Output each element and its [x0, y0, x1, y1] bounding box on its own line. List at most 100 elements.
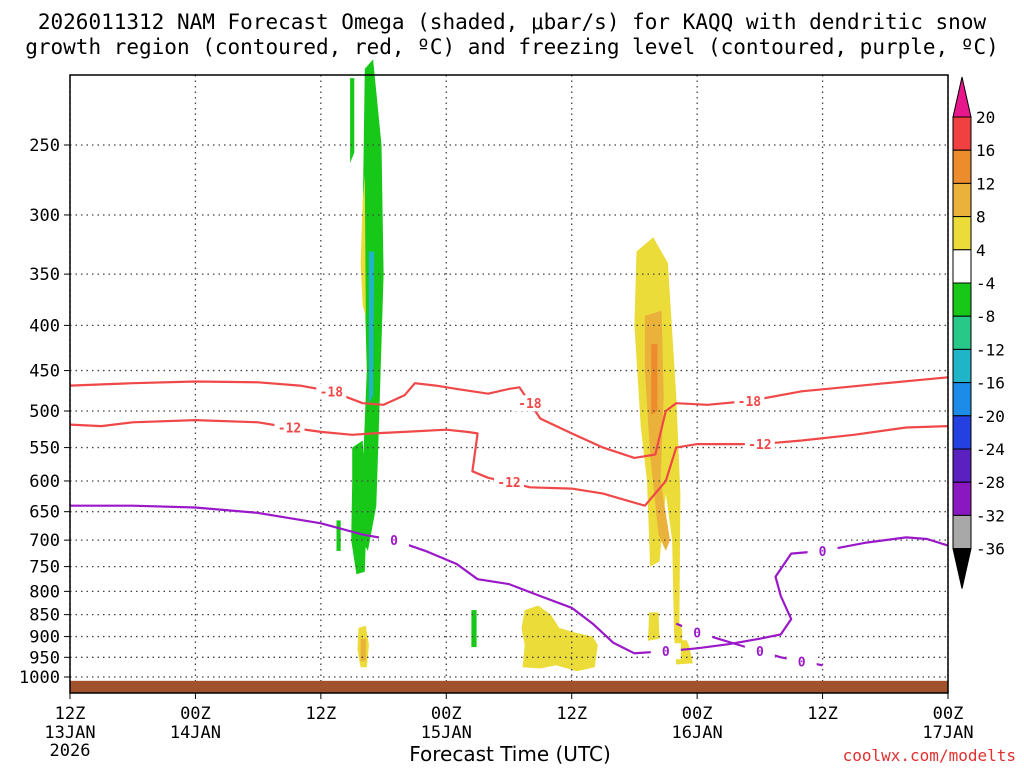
x-tick-year: 2026 [50, 741, 91, 761]
colorbar-swatch [952, 182, 972, 218]
omega-shading [336, 59, 693, 672]
chart-title: 2026011312 NAM Forecast Omega (shaded, μ… [0, 10, 1024, 60]
colorbar-swatch [952, 249, 972, 284]
contour-label-bg [682, 624, 713, 641]
colorbar-label: -16 [976, 374, 1005, 393]
x-tick-label: 00Z [933, 704, 964, 724]
x-tick-date: 13JAN [44, 723, 95, 743]
contour-label-bg [650, 643, 681, 660]
omega-region-13 [360, 638, 366, 662]
x-tick-date: 17JAN [922, 723, 973, 743]
credit-link[interactable]: coolwx.com/modelts [842, 746, 1016, 765]
omega-region-10 [648, 612, 660, 641]
contour-label-bg [734, 392, 765, 409]
contour-label-bg [744, 643, 775, 660]
contour-label: 0 [756, 645, 764, 660]
contour-label: -12 [278, 422, 301, 437]
contour-label: -12 [748, 438, 771, 453]
x-tick-date: 14JAN [170, 723, 221, 743]
x-tick-label: 12Z [305, 704, 336, 724]
y-tick-label: 600 [29, 472, 60, 492]
contour-label-bg [744, 436, 775, 453]
ground-fill [70, 680, 948, 693]
x-tick-date: 15JAN [421, 723, 472, 743]
x-axis-label: Forecast Time (UTC) [409, 742, 611, 766]
colorbar-label: 12 [976, 174, 995, 193]
contours: -18 -18 -18 -12 -12 -12 0 0 0 0 0 0 [69, 376, 949, 670]
colorbar-swatch [952, 415, 972, 450]
colorbar-label: 20 [976, 108, 995, 127]
contour-label-bg [807, 542, 838, 559]
y-tick-label: 350 [29, 265, 60, 285]
colorbar-label: -32 [976, 506, 1005, 525]
colorbar-label: -12 [976, 340, 1005, 359]
omega-region-5 [368, 251, 375, 404]
colorbar-swatch [952, 514, 972, 550]
colorbar: 20 16 12 8 4 -4 -8 -12 -16 -20 -24 -28 -32 -36 [952, 76, 1005, 589]
contour-label: -18 [518, 397, 542, 412]
x-tick-label: 00Z [431, 704, 462, 724]
colorbar-label: 8 [976, 208, 986, 227]
y-tick-label: 250 [29, 136, 60, 156]
contour-label: -18 [320, 385, 344, 400]
contour-label-bg [514, 395, 545, 412]
omega-region-6 [360, 174, 366, 316]
omega-region-4 [471, 610, 477, 648]
x-tick-label: 12Z [55, 704, 86, 724]
y-tick-label: 950 [29, 648, 60, 668]
contour-label: -12 [497, 476, 520, 491]
colorbar-label: -36 [976, 540, 1005, 559]
colorbar-label: -8 [976, 307, 995, 326]
y-tick-label: 750 [29, 558, 60, 578]
contour-label-bg [786, 653, 817, 670]
colorbar-label: -20 [976, 407, 1005, 426]
omega-region-9 [521, 605, 598, 672]
contour-label-bg [274, 419, 305, 436]
y-tick-label: 300 [29, 206, 60, 226]
colorbar-swatch [952, 448, 972, 483]
colorbar-label: 4 [976, 241, 986, 260]
y-tick-label: 550 [29, 439, 60, 459]
colorbar-swatch [952, 149, 972, 184]
colorbar-swatch [952, 348, 972, 384]
colorbar-swatch [952, 481, 972, 516]
y-tick-label: 700 [29, 531, 60, 551]
colorbar-swatch [952, 116, 972, 151]
omega-region-8 [634, 237, 693, 665]
omega-region-12 [651, 344, 658, 415]
colorbar-top-arrow [952, 76, 972, 118]
contour-label-bg [379, 532, 410, 549]
colorbar-label: -28 [976, 473, 1005, 492]
omega-region-3 [336, 520, 341, 551]
y-tick-label: 650 [29, 503, 60, 523]
colorbar-swatch [952, 382, 972, 417]
y-tick-labels: 250 300 350 400 450 500 550 600 650 700 750 800 850 9… [19, 136, 70, 688]
colorbar-label: 16 [976, 141, 995, 160]
colorbar-swatch [952, 216, 972, 251]
contour-label: 0 [662, 645, 670, 660]
contour-1 [69, 419, 949, 507]
contour-label: 0 [798, 655, 806, 670]
colorbar-swatch [952, 315, 972, 350]
colorbar-label: -24 [976, 440, 1005, 459]
contour-label: -18 [738, 395, 762, 410]
x-tick-label: 12Z [807, 704, 838, 724]
x-tick-label: 00Z [180, 704, 211, 724]
y-tick-label: 1000 [19, 668, 60, 688]
contour-label: 0 [693, 626, 701, 641]
contour-label: 0 [819, 545, 827, 560]
plot-frame [69, 74, 949, 694]
x-tick-date: 16JAN [672, 723, 723, 743]
y-tick-label: 850 [29, 606, 60, 626]
y-tick-label: 450 [29, 362, 60, 382]
y-tick-label: 800 [29, 582, 60, 602]
omega-region-11 [644, 310, 670, 551]
y-tick-label: 500 [29, 402, 60, 422]
contour-2 [70, 504, 949, 655]
colorbar-label: -4 [976, 274, 995, 293]
contour-0 [69, 376, 949, 459]
y-tick-label: 400 [29, 316, 60, 336]
x-tick-label: 12Z [556, 704, 587, 724]
